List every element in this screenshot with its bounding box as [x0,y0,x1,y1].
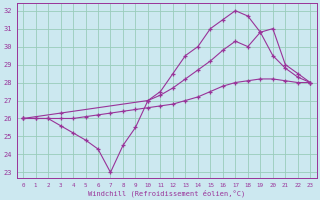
X-axis label: Windchill (Refroidissement éolien,°C): Windchill (Refroidissement éolien,°C) [88,189,245,197]
